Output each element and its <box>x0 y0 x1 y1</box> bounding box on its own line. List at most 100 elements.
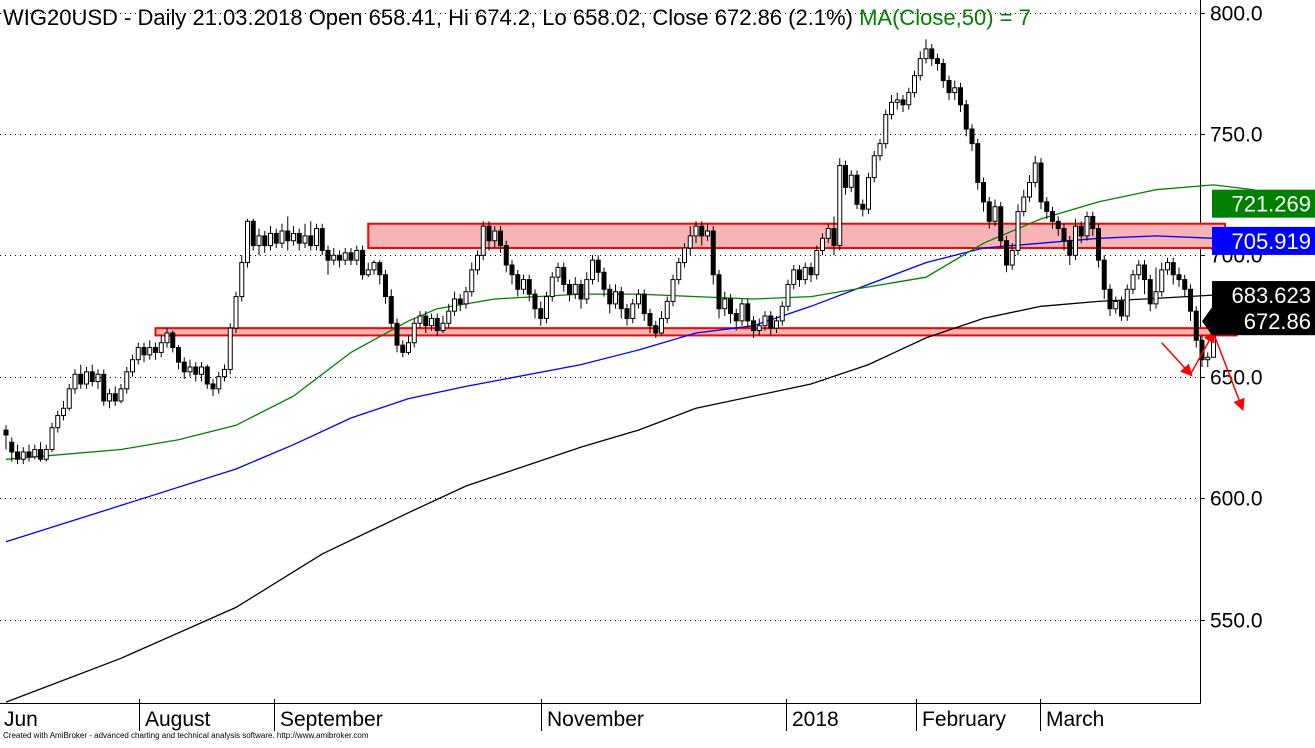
candle <box>38 442 43 462</box>
value-label-box <box>1212 307 1315 336</box>
candle <box>544 291 549 324</box>
candle-body <box>279 230 285 244</box>
ma50-line <box>5 184 1272 460</box>
candle <box>739 299 745 326</box>
candle-body <box>992 206 998 222</box>
candle-body <box>273 232 279 244</box>
candle-body <box>509 264 515 276</box>
candle-body <box>843 164 848 188</box>
candle-body <box>406 342 411 353</box>
candle-body <box>15 451 20 460</box>
candle-body <box>940 62 946 81</box>
candle-body <box>1021 196 1027 213</box>
candle-body <box>32 449 38 458</box>
candle-body <box>1004 240 1009 266</box>
candle-body <box>1188 288 1193 312</box>
candle-body <box>963 104 969 130</box>
candle <box>331 248 337 266</box>
candle <box>377 260 383 285</box>
y-tick-label: 600.0 <box>1210 488 1263 511</box>
candle <box>768 311 774 336</box>
candle <box>998 201 1004 249</box>
candle-body <box>233 296 239 329</box>
candle-body <box>147 347 153 356</box>
candle <box>969 124 975 151</box>
candle-body <box>112 393 118 402</box>
candle <box>854 170 860 210</box>
candle <box>78 364 84 389</box>
candle-body <box>613 291 618 305</box>
candle <box>860 199 866 217</box>
candle <box>43 444 49 462</box>
candle <box>664 296 670 324</box>
candle-body <box>457 298 463 305</box>
candle-body <box>469 269 475 293</box>
candle <box>342 248 348 266</box>
candle-body <box>84 371 89 385</box>
candle <box>929 44 935 66</box>
candle <box>1182 274 1188 297</box>
candle <box>84 366 89 389</box>
footer-credit: Created with AmiBroker - advanced charti… <box>3 731 369 740</box>
value-label-text: 672.86 <box>1244 309 1311 334</box>
candle-body <box>917 58 923 77</box>
candle <box>118 383 124 404</box>
candle-body <box>262 235 268 247</box>
candle-body <box>423 315 429 327</box>
candle <box>406 335 411 355</box>
candle <box>285 216 291 251</box>
candle <box>273 228 279 249</box>
candle <box>360 245 365 280</box>
annotation-arrow <box>1161 342 1193 377</box>
candle-body <box>55 415 61 429</box>
candle-body <box>676 262 682 281</box>
value-label-pointer <box>1202 307 1212 336</box>
candle <box>158 335 164 358</box>
candle-body <box>158 342 164 353</box>
candle-body <box>733 313 739 322</box>
candle <box>400 340 406 358</box>
candle <box>1055 216 1061 236</box>
candle <box>1124 284 1130 321</box>
candle-body <box>929 48 935 60</box>
candle <box>463 286 469 309</box>
candle-body <box>549 276 555 298</box>
candle-body <box>705 230 710 237</box>
candle-body <box>66 388 72 409</box>
candle-body <box>492 230 498 242</box>
candle <box>906 87 912 110</box>
title-ma: MA(Close,50) = 7 <box>859 5 1031 30</box>
candle <box>1205 352 1211 367</box>
candle-body <box>43 449 49 460</box>
candle <box>946 75 952 100</box>
candle-body <box>1096 228 1101 261</box>
candle <box>480 221 486 261</box>
candle-body <box>210 383 216 390</box>
candle <box>935 53 940 71</box>
candle <box>204 364 210 389</box>
plot-background <box>0 0 1200 704</box>
candle <box>20 447 26 465</box>
candle <box>733 308 739 331</box>
candle-body <box>544 296 549 319</box>
candle <box>1050 206 1055 229</box>
candle-body <box>1113 300 1119 310</box>
candle <box>141 342 147 363</box>
candle-body <box>664 300 670 319</box>
ma200-line <box>5 293 1231 703</box>
candle-body <box>854 174 860 205</box>
candle <box>728 294 733 324</box>
candle <box>503 240 509 273</box>
candle <box>607 284 613 314</box>
candle-body <box>1130 274 1136 290</box>
candle <box>877 138 883 161</box>
candle-body <box>475 254 480 271</box>
candle-body <box>78 373 84 385</box>
candle <box>302 223 308 249</box>
candle <box>992 199 998 227</box>
month-label: March <box>1046 708 1104 731</box>
candle <box>1004 235 1009 273</box>
candle <box>216 371 222 394</box>
value-label-box <box>1212 281 1315 310</box>
